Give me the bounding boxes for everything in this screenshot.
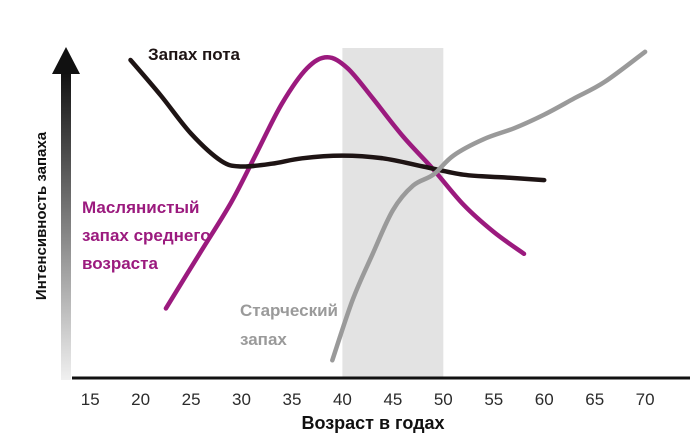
series-label-line: Запах пота xyxy=(148,45,241,64)
series-label-elderly: Старческий запах xyxy=(240,301,338,349)
x-tick-label: 25 xyxy=(182,390,201,409)
x-axis-label: Возраст в годах xyxy=(301,413,444,433)
x-tick-label: 45 xyxy=(383,390,402,409)
x-tick-label: 65 xyxy=(585,390,604,409)
series-label-line: запах среднего xyxy=(82,226,211,245)
y-axis-label: Интенсивность запаха xyxy=(33,131,50,300)
x-tick-label: 15 xyxy=(81,390,100,409)
x-tick-label: 55 xyxy=(484,390,503,409)
series-label-line: возраста xyxy=(82,254,158,273)
series-line-elderly xyxy=(330,49,648,363)
x-tick-label: 60 xyxy=(535,390,554,409)
x-tick-label: 40 xyxy=(333,390,352,409)
y-axis-arrow xyxy=(52,47,80,380)
series-lines xyxy=(128,49,648,363)
series-label-sweat: Запах пота xyxy=(148,45,241,64)
series-line-sweat xyxy=(128,57,547,183)
series-labels: Запах пота Маслянистый запах среднего возра… xyxy=(82,45,338,349)
series-label-middle-age: Маслянистый запах среднего возраста xyxy=(82,198,211,273)
x-tick-label: 20 xyxy=(131,390,150,409)
x-tick-label: 50 xyxy=(434,390,453,409)
x-tick-label: 30 xyxy=(232,390,251,409)
x-tick-label: 70 xyxy=(636,390,655,409)
series-label-line: Старческий xyxy=(240,301,338,320)
x-tick-label: 35 xyxy=(283,390,302,409)
series-line-middle-age xyxy=(163,55,527,311)
x-tick-labels: 15 20 25 30 35 40 45 50 55 60 65 70 xyxy=(81,390,655,409)
series-label-line: Маслянистый xyxy=(82,198,199,217)
series-label-line: запах xyxy=(240,330,287,349)
